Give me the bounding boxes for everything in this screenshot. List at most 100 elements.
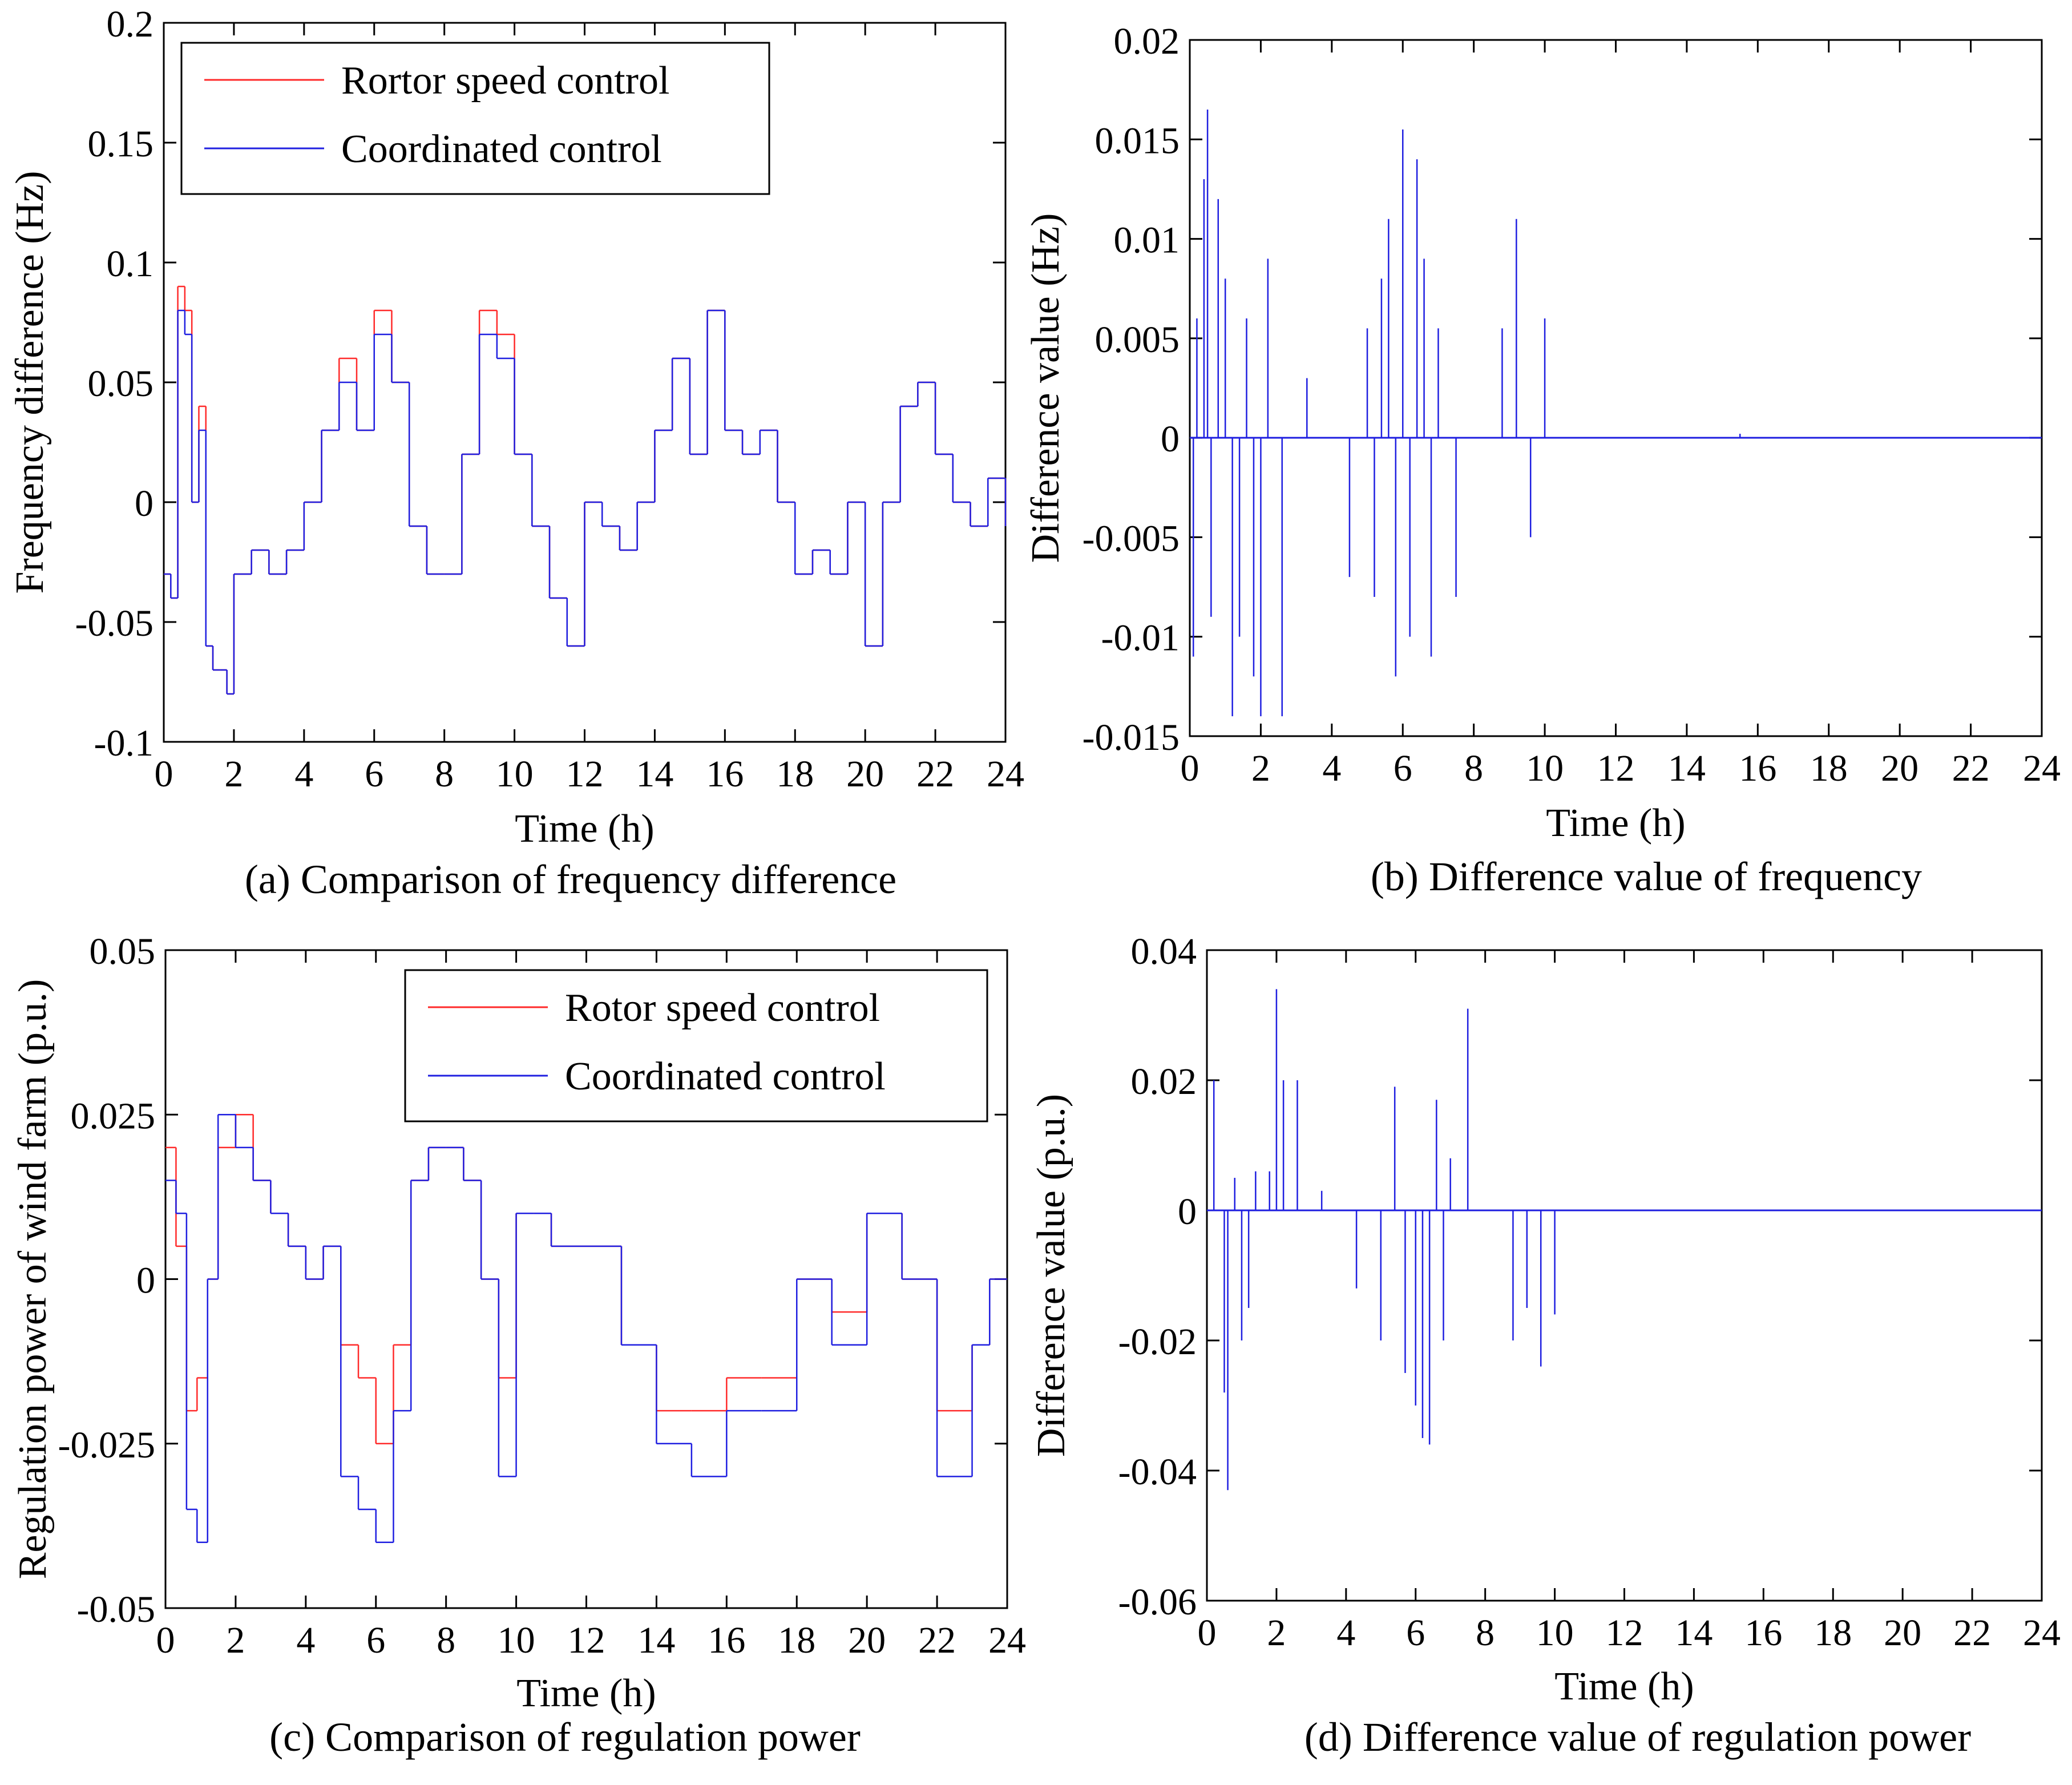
caption-c: (c) Comparison of regulation power bbox=[269, 1714, 861, 1760]
y-tick-label: -0.05 bbox=[77, 1589, 155, 1630]
y-axis-label: Regulation power of wind farm (p.u.) bbox=[11, 979, 55, 1580]
x-tick-label: 14 bbox=[637, 1620, 675, 1661]
legend-box bbox=[404, 969, 988, 1122]
y-tick-label: -0.01 bbox=[1101, 617, 1180, 659]
panel-b: 0 2 4 6 8 10 12 14 16 18 20 22 24-0.015-0.01-0.00500… bbox=[1024, 21, 2061, 845]
y-tick-label: 0.1 bbox=[107, 243, 154, 285]
x-tick-label: 6 bbox=[1394, 748, 1412, 789]
y-tick-label: 0.025 bbox=[71, 1095, 156, 1137]
y-tick-label: 0.2 bbox=[107, 3, 154, 45]
legend-label: Rortor speed control bbox=[341, 59, 669, 103]
legend-box bbox=[180, 42, 770, 195]
x-tick-label: 2 bbox=[1251, 748, 1270, 789]
x-tick-label: 4 bbox=[1336, 1612, 1355, 1654]
y-tick-label: -0.06 bbox=[1118, 1581, 1197, 1623]
y-tick-label: 0.02 bbox=[1131, 1061, 1197, 1102]
x-axis-label: Time (h) bbox=[1546, 801, 1685, 845]
y-axis-label: Frequency difference (Hz) bbox=[8, 171, 52, 593]
x-tick-label: 24 bbox=[987, 753, 1024, 795]
y-tick-label: 0.04 bbox=[1131, 931, 1197, 972]
x-tick-label: 24 bbox=[2023, 748, 2061, 789]
panel-d: 0 2 4 6 8 10 12 14 16 18 20 22 24-0.06-0.04-0.0200.0… bbox=[1029, 931, 2061, 1709]
x-tick-label: 12 bbox=[566, 753, 604, 795]
x-tick-label: 24 bbox=[988, 1620, 1026, 1661]
y-axis-label: Difference value (Hz) bbox=[1024, 213, 1068, 563]
y-tick-label: -0.005 bbox=[1083, 518, 1180, 559]
y-tick-label: -0.025 bbox=[58, 1424, 155, 1466]
x-tick-label: 16 bbox=[706, 753, 744, 795]
y-tick-label: 0 bbox=[1178, 1191, 1197, 1233]
y-tick-label: 0 bbox=[135, 483, 154, 524]
x-tick-label: 12 bbox=[568, 1620, 605, 1661]
legend: Rotor speed control Coordinated control bbox=[404, 969, 988, 1122]
x-tick-label: 4 bbox=[1322, 748, 1341, 789]
x-tick-label: 18 bbox=[776, 753, 814, 795]
x-tick-label: 8 bbox=[437, 1620, 455, 1661]
legend: Rortor speed control Coordinated control bbox=[180, 42, 770, 195]
y-tick-label: 0.02 bbox=[1114, 21, 1180, 62]
x-tick-label: 20 bbox=[848, 1620, 886, 1661]
x-tick-label: 6 bbox=[366, 1620, 385, 1661]
x-tick-label: 10 bbox=[1526, 748, 1564, 789]
y-tick-label: 0.15 bbox=[88, 123, 154, 165]
x-tick-label: 16 bbox=[1739, 748, 1776, 789]
x-tick-label: 18 bbox=[778, 1620, 815, 1661]
y-tick-label: 0.005 bbox=[1095, 319, 1180, 361]
caption-b: (b) Difference value of frequency bbox=[1371, 854, 1922, 899]
x-tick-label: 4 bbox=[294, 753, 313, 795]
x-tick-label: 8 bbox=[1464, 748, 1483, 789]
x-tick-label: 22 bbox=[916, 753, 954, 795]
plot-frame bbox=[1189, 39, 2043, 737]
y-tick-label: 0.05 bbox=[90, 931, 156, 972]
x-axis-label: Time (h) bbox=[516, 1671, 656, 1715]
x-tick-label: 14 bbox=[636, 753, 673, 795]
y-tick-label: 0.05 bbox=[88, 363, 154, 405]
x-tick-label: 18 bbox=[1814, 1612, 1852, 1654]
x-tick-label: 8 bbox=[435, 753, 454, 795]
x-tick-label: 12 bbox=[1597, 748, 1635, 789]
y-tick-label: 0 bbox=[136, 1260, 155, 1302]
x-tick-label: 2 bbox=[226, 1620, 245, 1661]
x-tick-label: 0 bbox=[155, 753, 173, 795]
y-tick-label: -0.1 bbox=[94, 722, 154, 764]
y-axis-label: Difference value (p.u.) bbox=[1029, 1094, 1073, 1457]
x-tick-label: 24 bbox=[2023, 1612, 2061, 1654]
legend-label: Coordinated control bbox=[341, 127, 662, 171]
x-tick-label: 16 bbox=[708, 1620, 745, 1661]
legend-label: Rotor speed control bbox=[565, 986, 880, 1030]
legend-label: Coordinated control bbox=[565, 1055, 886, 1099]
x-tick-label: 22 bbox=[918, 1620, 956, 1661]
y-tick-label: 0.01 bbox=[1114, 220, 1180, 261]
x-tick-label: 0 bbox=[156, 1620, 175, 1661]
x-tick-label: 10 bbox=[498, 1620, 535, 1661]
y-tick-label: -0.04 bbox=[1118, 1451, 1197, 1493]
x-tick-label: 0 bbox=[1181, 748, 1199, 789]
caption-a: (a) Comparison of frequency difference bbox=[245, 857, 896, 902]
y-tick-label: -0.02 bbox=[1118, 1321, 1197, 1363]
y-tick-label: 0.015 bbox=[1095, 120, 1180, 161]
x-tick-label: 20 bbox=[1884, 1612, 1921, 1654]
x-axis-label: Time (h) bbox=[515, 807, 654, 851]
x-tick-label: 20 bbox=[1881, 748, 1918, 789]
x-tick-label: 20 bbox=[846, 753, 884, 795]
x-tick-label: 12 bbox=[1606, 1612, 1643, 1654]
panel-a: 0 2 4 6 8 10 12 14 16 18 20 22 24-0.1-0.0500.050.10.… bbox=[8, 3, 1024, 851]
y-tick-label: 0 bbox=[1161, 418, 1180, 460]
x-tick-label: 10 bbox=[496, 753, 534, 795]
x-tick-label: 22 bbox=[1953, 1612, 1991, 1654]
x-tick-label: 18 bbox=[1810, 748, 1848, 789]
panel-c: 0 2 4 6 8 10 12 14 16 18 20 22 24-0.05-0.02500.0250.… bbox=[11, 931, 1026, 1715]
plot-frame bbox=[1206, 949, 2043, 1602]
y-tick-label: -0.05 bbox=[75, 603, 154, 644]
x-tick-label: 0 bbox=[1198, 1612, 1217, 1654]
y-tick-label: -0.015 bbox=[1083, 717, 1180, 758]
x-tick-label: 14 bbox=[1668, 748, 1706, 789]
x-tick-label: 10 bbox=[1536, 1612, 1574, 1654]
x-tick-label: 2 bbox=[224, 753, 243, 795]
x-tick-label: 14 bbox=[1675, 1612, 1712, 1654]
x-tick-label: 22 bbox=[1952, 748, 1990, 789]
x-tick-label: 2 bbox=[1267, 1612, 1286, 1654]
x-tick-label: 6 bbox=[1406, 1612, 1425, 1654]
x-tick-label: 16 bbox=[1744, 1612, 1782, 1654]
